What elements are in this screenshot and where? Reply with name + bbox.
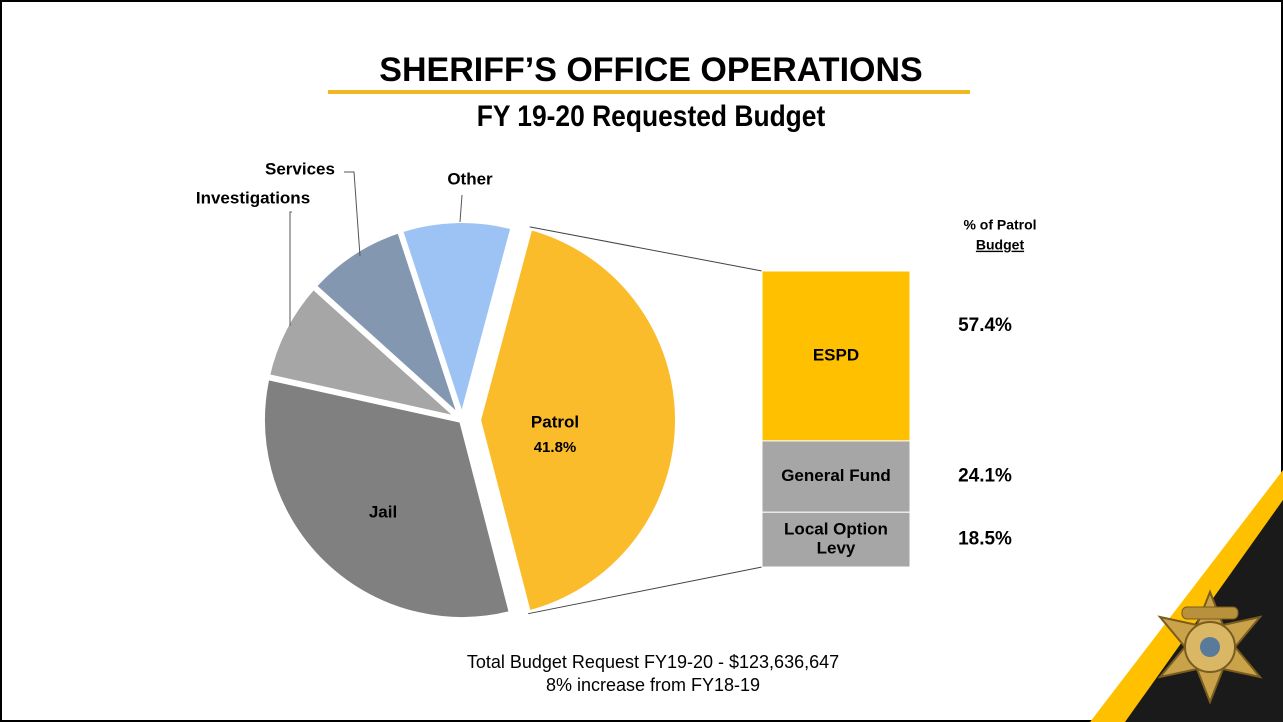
bar-segment bbox=[761, 511, 911, 568]
bar-label: ESPD bbox=[813, 345, 859, 364]
pie-slice bbox=[259, 373, 516, 623]
bar-label: Local Option bbox=[784, 520, 888, 539]
leader-line bbox=[344, 171, 361, 257]
pie-label: Jail bbox=[369, 502, 397, 521]
footnote: Total Budget Request FY19-20 - $123,636,… bbox=[467, 652, 839, 672]
bar-value-label: 18.5% bbox=[958, 529, 1012, 550]
sheriff-badge bbox=[1157, 589, 1263, 705]
pie-label: Services bbox=[265, 159, 335, 178]
pie-label: Investigations bbox=[196, 188, 310, 207]
bar-header: Budget bbox=[976, 237, 1025, 253]
title: SHERIFF’S OFFICE OPERATIONS bbox=[379, 51, 922, 89]
connector-line bbox=[528, 566, 763, 615]
bar-segment bbox=[761, 440, 911, 513]
connector-line bbox=[529, 226, 763, 272]
leader-line bbox=[289, 211, 292, 326]
pie-label: Other bbox=[447, 169, 493, 188]
bar-label: General Fund bbox=[781, 466, 891, 485]
pie-value-label: 41.8% bbox=[534, 439, 577, 456]
footnote: 8% increase from FY18-19 bbox=[546, 675, 760, 695]
leader-line bbox=[459, 194, 463, 223]
bar-header: % of Patrol bbox=[963, 217, 1036, 233]
pie-label: Patrol bbox=[531, 412, 579, 431]
subtitle: FY 19-20 Requested Budget bbox=[477, 98, 826, 132]
pie-slice bbox=[396, 217, 518, 431]
bar-value-label: 57.4% bbox=[958, 315, 1012, 336]
bar-value-label: 24.1% bbox=[958, 466, 1012, 487]
bar-label: Levy bbox=[817, 539, 856, 558]
pie-slice bbox=[474, 223, 681, 618]
